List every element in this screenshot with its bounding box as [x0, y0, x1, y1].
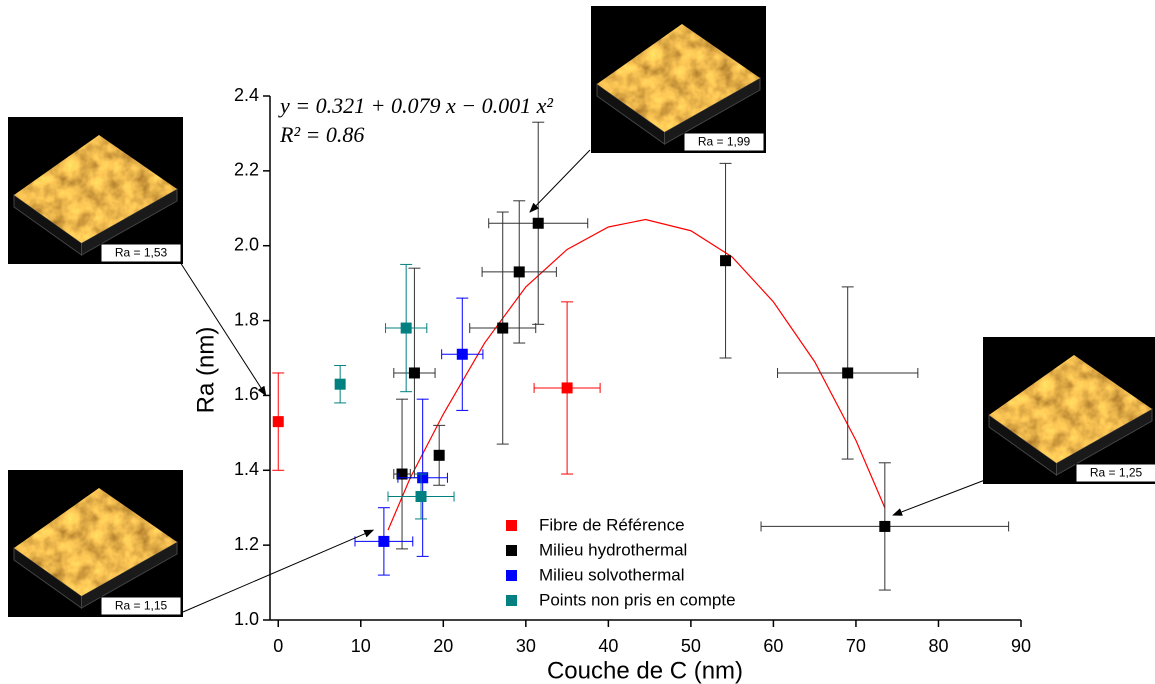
legend-marker	[506, 545, 517, 556]
afm-label-box	[683, 132, 765, 152]
point	[561, 382, 573, 394]
fit-equation: y = 0.321 + 0.079 x − 0.001 x²	[278, 93, 553, 118]
afm-image: Ra = 1,15	[8, 470, 183, 617]
afm-image: Ra = 1,99	[591, 6, 766, 153]
point	[842, 367, 854, 379]
fit-curve	[387, 218, 886, 531]
legend-marker	[506, 570, 517, 581]
point	[456, 348, 468, 360]
afm-label: Ra = 1,99	[698, 135, 751, 149]
afm-side	[81, 188, 178, 256]
point	[497, 322, 509, 334]
afm-label-box	[1075, 463, 1155, 483]
legend-label: Points non pris en compte	[539, 590, 736, 609]
point	[400, 322, 412, 334]
afm-side	[81, 541, 178, 609]
point	[433, 449, 445, 461]
legend-marker	[506, 520, 517, 531]
y-tick-label: 1.4	[234, 459, 259, 479]
afm-surface	[14, 135, 177, 243]
x-tick-label: 90	[1011, 636, 1031, 656]
point	[417, 472, 429, 484]
x-tick-label: 60	[763, 636, 783, 656]
y-tick-label: 1.2	[234, 534, 259, 554]
x-tick-label: 30	[516, 636, 536, 656]
y-tick-label: 2.0	[234, 234, 259, 254]
afm-surface	[597, 24, 760, 132]
afm-image: Ra = 1,53	[8, 117, 183, 264]
afm-image: Ra = 1,25	[983, 337, 1155, 484]
afm-label: Ra = 1,53	[115, 246, 168, 260]
y-tick-label: 2.2	[234, 160, 259, 180]
afm-label: Ra = 1,15	[115, 599, 168, 613]
x-tick-label: 10	[351, 636, 371, 656]
point	[378, 535, 390, 547]
x-tick-label: 80	[928, 636, 948, 656]
point	[879, 520, 891, 532]
point	[415, 490, 427, 502]
afm-label-box	[100, 243, 182, 263]
x-tick-label: 40	[598, 636, 618, 656]
annotation-arrow	[892, 479, 986, 516]
y-tick-label: 1.8	[234, 309, 259, 329]
annotation-arrow	[182, 529, 375, 613]
point	[720, 255, 732, 267]
y-tick-label: 1.0	[234, 609, 259, 629]
x-tick-label: 50	[681, 636, 701, 656]
point	[272, 416, 284, 428]
point	[408, 367, 420, 379]
point	[532, 217, 544, 229]
legend-label: Fibre de Référence	[539, 515, 685, 534]
annotation-arrow	[179, 261, 267, 397]
afm-surface	[989, 355, 1152, 463]
legend-marker	[506, 595, 517, 606]
x-axis-title: Couche de C (nm)	[547, 657, 743, 684]
afm-side	[664, 77, 761, 145]
annotation-arrow	[529, 149, 591, 213]
afm-surface	[14, 488, 177, 596]
point	[334, 378, 346, 390]
point	[513, 266, 525, 278]
x-tick-label: 20	[433, 636, 453, 656]
y-axis-title: Ra (nm)	[192, 327, 219, 414]
fit-r-squared: R² = 0.86	[279, 122, 364, 147]
x-tick-label: 70	[846, 636, 866, 656]
x-tick-label: 0	[273, 636, 283, 656]
afm-side	[1056, 408, 1153, 476]
y-tick-label: 2.4	[234, 85, 259, 105]
legend-label: Milieu hydrothermal	[539, 540, 687, 559]
legend-label: Milieu solvothermal	[539, 565, 685, 584]
y-tick-label: 1.6	[234, 384, 259, 404]
point	[396, 468, 408, 480]
afm-label-box	[100, 596, 182, 616]
afm-label: Ra = 1,25	[1090, 466, 1143, 480]
